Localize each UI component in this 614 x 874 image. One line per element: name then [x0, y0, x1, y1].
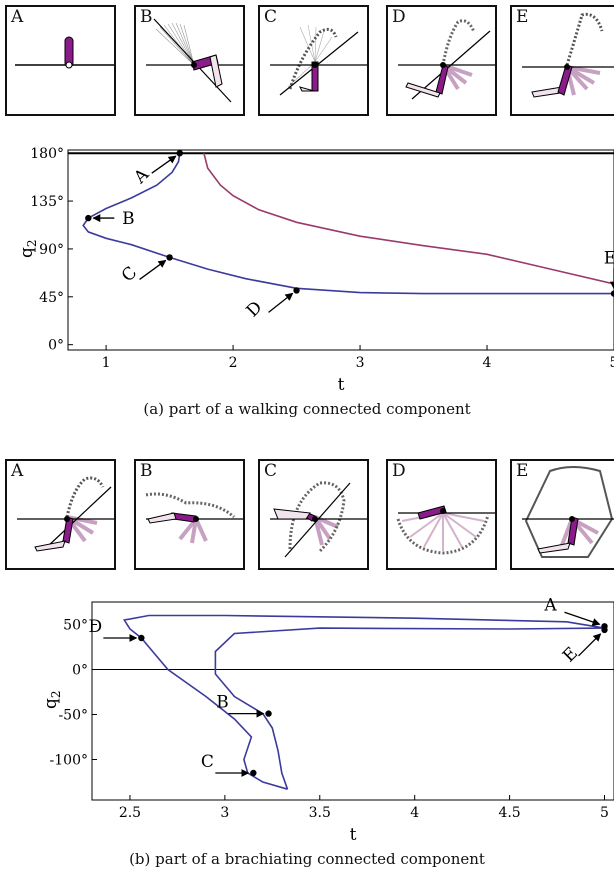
panel-b-C: C	[258, 459, 369, 570]
marker-point	[138, 634, 145, 642]
x-tick-label: 4	[483, 355, 492, 371]
pose-illustration	[522, 466, 614, 558]
y-tick-label: -100°	[50, 753, 88, 769]
panel-label: D	[392, 461, 406, 481]
marker-arrow	[564, 611, 601, 626]
marker-label: E	[559, 643, 582, 666]
marker-point	[293, 287, 300, 294]
y-axis-label: q2	[17, 239, 39, 258]
x-tick-label: 4.5	[498, 805, 520, 821]
x-tick-label: 2.5	[119, 805, 141, 821]
plot-frame	[91, 601, 614, 801]
y-tick-label: 90°	[39, 242, 64, 258]
y-tick-label: 135°	[30, 194, 64, 210]
series-line	[203, 153, 614, 285]
x-tick-label: 2	[229, 355, 238, 371]
walking-component-plot: 1 2 3 4 5 0° 45° 90° 135° 180° t q2 A B C D E	[17, 146, 614, 395]
marker-label: B	[122, 209, 135, 229]
marker-label: D	[89, 617, 103, 637]
pose-illustration	[396, 505, 495, 555]
y-axis-label: q2	[41, 690, 63, 709]
marker-label: C	[201, 752, 214, 772]
panel-a-D: D	[386, 5, 497, 116]
marker-point	[166, 254, 173, 261]
x-tick-label: 4	[410, 805, 419, 821]
pose-illustration	[17, 476, 114, 552]
marker-label: B	[216, 693, 229, 713]
panel-label: A	[11, 7, 24, 27]
panel-label: B	[140, 7, 153, 27]
pose-illustration	[522, 12, 614, 98]
panel-a-E: E	[510, 5, 614, 116]
x-axis-label: t	[350, 825, 357, 844]
panel-label: D	[392, 7, 406, 27]
x-tick-label: 5	[610, 355, 614, 371]
pose-illustration	[270, 481, 367, 558]
panel-b-A: A	[5, 459, 116, 570]
marker-arrow	[268, 292, 294, 313]
panel-a-C: C	[258, 5, 369, 116]
x-tick-label: 3	[220, 805, 229, 821]
y-tick-label: 50°	[63, 618, 88, 634]
pose-illustration	[145, 492, 243, 544]
marker-label: D	[243, 298, 267, 322]
figure-b-caption: (b) part of a brachiating connected comp…	[129, 850, 485, 868]
x-tick-label: 1	[102, 355, 111, 371]
marker-point	[265, 710, 272, 717]
x-axis-label: t	[338, 375, 345, 395]
y-tick-label: 0°	[48, 338, 64, 354]
x-tick-label: 3	[356, 355, 365, 371]
pose-illustration	[15, 36, 114, 69]
marker-point	[610, 290, 614, 297]
brachiating-component-plot: 2.5 3 3.5 4 4.5 5 50° 0° -50° -100° t q2 A B C D E	[41, 595, 614, 844]
pose-illustration	[270, 24, 367, 96]
figure-a-caption: (a) part of a walking connected componen…	[143, 400, 471, 418]
panel-label: A	[11, 461, 24, 481]
marker-label: E	[604, 249, 614, 269]
panel-label: B	[140, 461, 153, 481]
marker-label: A	[130, 164, 154, 188]
marker-arrow	[151, 155, 177, 174]
y-tick-label: -50°	[58, 708, 88, 724]
marker-point	[601, 626, 608, 634]
marker-arrow	[139, 259, 167, 280]
marker-point	[250, 769, 257, 777]
y-tick-label: 45°	[39, 290, 64, 306]
x-tick-label: 3.5	[309, 805, 331, 821]
panel-label: E	[516, 461, 529, 481]
marker-point	[85, 214, 92, 222]
panel-label: C	[264, 461, 278, 481]
marker-arrow	[578, 633, 602, 657]
panel-b-D: D	[386, 459, 497, 570]
marker-point	[176, 149, 183, 157]
series-line	[122, 614, 605, 790]
panel-label: E	[516, 7, 529, 27]
pose-illustration	[398, 19, 495, 100]
y-tick-label: 180°	[30, 146, 64, 162]
pose-illustration	[146, 18, 243, 103]
marker-label: A	[543, 595, 557, 615]
y-tick-label: 0°	[72, 663, 88, 679]
x-tick-label: 5	[600, 805, 609, 821]
panel-label: C	[264, 7, 278, 27]
marker-label: C	[118, 263, 141, 286]
panel-b-B: B	[134, 459, 245, 570]
panel-b-E: E	[510, 459, 614, 570]
panel-a-B: B	[134, 5, 245, 116]
plot-frame	[67, 149, 614, 351]
series-line	[82, 153, 614, 295]
panel-a-A: A	[5, 5, 116, 116]
